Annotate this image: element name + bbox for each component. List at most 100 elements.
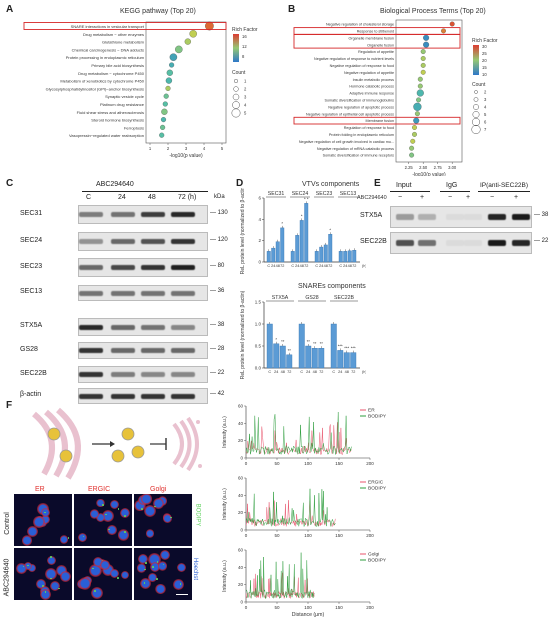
bp-term-label: Negative regulation of response to nutri… xyxy=(314,57,394,61)
micro-cell-blob xyxy=(141,494,153,505)
wb-blot-strip xyxy=(78,232,208,251)
f-x-tick-label: 0 xyxy=(245,461,248,466)
kegg-dot xyxy=(184,38,191,45)
d-x-tick-label: 24 xyxy=(343,264,347,268)
f-legend-label: BODIPY xyxy=(368,558,387,564)
golgi-icon xyxy=(172,422,184,466)
d-x-tick-label: 24 xyxy=(319,264,323,268)
d-y-tick-label: 6 xyxy=(258,196,261,201)
d-x-tick-label: C xyxy=(315,264,318,268)
wb-band-label: SEC23 xyxy=(20,262,43,270)
micro-image xyxy=(14,494,72,546)
d-bar xyxy=(295,235,300,263)
f-y-tick-label: 40 xyxy=(238,493,244,498)
d-x-tick-label: 48 xyxy=(276,264,280,268)
d-x-tick-label: 48 xyxy=(345,370,349,374)
ip-band xyxy=(464,214,482,220)
d-bar xyxy=(350,352,357,369)
ip-band xyxy=(446,214,464,220)
d-x-tick-label: C xyxy=(291,264,294,268)
micro-cell-blob xyxy=(109,569,119,579)
bp-legend-rich-tick: 15 xyxy=(482,65,487,70)
bp-title: Biological Process Terms (Top 20) xyxy=(380,8,486,15)
bp-legend-count-label: 2 xyxy=(484,90,487,95)
ip-input-label: Input xyxy=(396,182,412,189)
bp-legend-count-dot xyxy=(473,97,479,102)
kegg-term-label: Steroid hormone biosynthesis xyxy=(91,118,144,123)
wb-timepoint-label: 48 xyxy=(148,194,156,201)
d-sig-label: *** xyxy=(338,343,343,348)
wb-kda-value: — 130 xyxy=(210,209,228,216)
kegg-x-tick-label: 5 xyxy=(221,146,224,151)
f-x-tick-label: 200 xyxy=(366,533,374,538)
d-x-tick-label: 72 xyxy=(328,264,332,268)
kegg-dot xyxy=(159,132,165,138)
kegg-legend-rich-tick: 12 xyxy=(242,44,247,49)
d-x-tick-label: C xyxy=(339,264,342,268)
d-y-tick-label: 4 xyxy=(258,217,261,222)
micro-cell-blob xyxy=(153,498,164,509)
d-bar xyxy=(298,323,305,369)
micro-cell-blob xyxy=(49,580,61,592)
wb-kda-header: kDa xyxy=(214,194,225,200)
d-group-label: SEC13 xyxy=(340,191,357,197)
micro-cell-blob xyxy=(46,555,56,565)
f-profile-line-bodipy xyxy=(245,411,352,456)
bp-legend-count-title: Count xyxy=(472,82,486,88)
d-bar xyxy=(343,251,348,263)
micro-cell-blob xyxy=(78,577,92,590)
bp-legend-count-label: 7 xyxy=(484,127,487,132)
ip-blot-strip xyxy=(390,206,532,228)
wb-band xyxy=(141,265,165,270)
d-x-tick-label: 48 xyxy=(281,370,285,374)
micro-bodipy-dot xyxy=(154,505,157,508)
d-bar xyxy=(299,220,304,263)
d-group-label: STX5A xyxy=(272,295,289,301)
panel-label-b: B xyxy=(288,4,296,15)
f-x-tick-label: 100 xyxy=(304,461,312,466)
kegg-legend-count-label: 1 xyxy=(244,79,247,84)
bp-term-label: Negative regulation of appetite xyxy=(344,71,394,75)
bp-legend-rich-tick: 25 xyxy=(482,51,487,56)
wb-band xyxy=(79,324,103,330)
bp-legend-rich-tick: 30 xyxy=(482,44,487,49)
bp-legend-count-label: 3 xyxy=(484,97,487,102)
d-bottom-title: SNAREs components xyxy=(298,283,366,290)
bp-term-label: Somatic diversification of immunoglobuli… xyxy=(325,99,395,103)
f-x-tick-label: 0 xyxy=(245,533,248,538)
f-x-tick-label: 50 xyxy=(274,533,280,538)
bp-term-label: Response to stilbenoid xyxy=(357,30,394,34)
d-x-tick-label: 24 xyxy=(338,370,342,374)
micro-bodipy-dot xyxy=(179,583,182,585)
d-group-label: SEC31 xyxy=(268,191,285,197)
d-x-tick-label: 72 xyxy=(352,264,356,268)
ip-drug-label: ABC294640 xyxy=(357,195,387,201)
micro-bodipy-dot xyxy=(143,582,146,584)
micro-cell-blob xyxy=(99,559,110,570)
kegg-term-label: Metabolism of xenobiotics by cytochrome … xyxy=(60,79,144,84)
bp-legend-count-label: 6 xyxy=(484,120,487,125)
bp-dot xyxy=(417,76,423,82)
bp-dot xyxy=(410,138,416,144)
d-bar xyxy=(347,250,352,263)
kegg-x-tick-label: 3 xyxy=(185,146,188,151)
d-bar xyxy=(266,323,273,369)
bp-legend-rich-bar xyxy=(473,45,479,75)
bp-term-label: Negative regulation of apoptotic process xyxy=(328,105,394,109)
wb-band xyxy=(141,324,165,330)
bp-legend-count-label: 4 xyxy=(484,105,487,110)
bp-legend-rich-title: Rich Factor xyxy=(472,38,498,44)
wb-band-label: SEC22B xyxy=(20,369,47,377)
wb-blot-strip xyxy=(78,366,208,383)
kegg-term-label: SNARE interactions in vesicular transpor… xyxy=(71,24,145,29)
d-sig-label: *** xyxy=(344,346,349,351)
kegg-legend-rich-tick: 8 xyxy=(242,54,245,59)
kegg-term-label: Drug metabolism − cytochrome P450 xyxy=(78,71,145,76)
micro-cell-blob xyxy=(155,584,166,595)
micro-cell-blob xyxy=(27,563,37,573)
d-sig-label: ** xyxy=(307,339,311,344)
bp-term-label: Protein folding in endoplasmic reticulum xyxy=(329,133,394,137)
wb-kda-value: — 42 xyxy=(210,391,225,397)
kegg-dot xyxy=(169,53,178,61)
d-bar xyxy=(304,203,309,263)
